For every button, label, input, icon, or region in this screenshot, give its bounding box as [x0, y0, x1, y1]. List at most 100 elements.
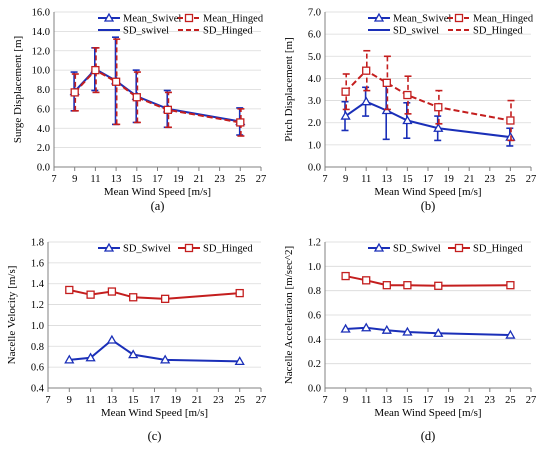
x-tick-label: 21	[464, 395, 475, 406]
x-tick-label: 15	[402, 395, 413, 406]
y-tick-label: 1.6	[31, 258, 44, 269]
data-point	[128, 349, 139, 359]
data-point	[65, 285, 74, 295]
y-tick-label: 2.0	[37, 143, 50, 154]
x-tick-label: 9	[343, 395, 348, 406]
series-line	[73, 67, 241, 123]
series-SD_Hinged	[341, 271, 515, 290]
legend-label: Mean_Swivel	[123, 14, 181, 25]
y-tick-label: 6.0	[308, 30, 321, 41]
data-point	[70, 88, 79, 97]
series-line	[344, 69, 511, 122]
legend: SD_Swivel SD_Hinged	[368, 242, 523, 255]
panel-label: (b)	[421, 199, 436, 213]
y-tick-label: 1.0	[308, 140, 321, 151]
x-tick-label: 23	[485, 395, 496, 406]
x-tick-label: 11	[361, 395, 371, 406]
legend-label: SD_Swivel	[393, 244, 441, 255]
data-point	[85, 352, 96, 362]
data-point	[106, 334, 118, 344]
x-tick-label: 19	[443, 395, 454, 406]
x-tick-label: 17	[149, 395, 160, 406]
series-line	[69, 338, 240, 363]
data-point	[402, 326, 413, 336]
x-tick-label: 11	[90, 174, 100, 185]
data-point	[340, 110, 351, 120]
x-tick-label: 27	[526, 174, 537, 185]
y-tick-label: 1.4	[31, 279, 45, 290]
legend-label: SD_Swivel	[123, 244, 171, 255]
data-point	[236, 118, 245, 127]
data-point	[132, 93, 141, 102]
x-tick-label: 9	[67, 395, 72, 406]
legend: SD_Swivel SD_Hinged	[98, 242, 253, 255]
y-tick-label: 0.4	[308, 335, 322, 346]
y-tick-label: 6.0	[37, 104, 50, 115]
y-tick-label: 0.6	[31, 363, 44, 374]
panel-label: (a)	[151, 199, 165, 213]
series-SD_Hinged	[65, 285, 244, 303]
data-point	[234, 356, 245, 366]
data-point	[506, 281, 515, 290]
data-point	[403, 281, 412, 290]
legend-label: Mean_Hinged	[473, 14, 534, 25]
y-tick-label: 0.2	[308, 359, 321, 370]
x-axis-title: Mean Wind Speed [m/s]	[101, 407, 208, 419]
x-tick-label: 11	[86, 395, 96, 406]
data-point	[433, 327, 444, 337]
x-tick-label: 25	[234, 395, 245, 406]
x-tick-label: 13	[111, 174, 122, 185]
x-tick-label: 21	[192, 395, 203, 406]
y-tick-label: 0.8	[31, 342, 44, 353]
legend-label: SD_Hinged	[473, 26, 523, 37]
y-tick-label: 7.0	[308, 8, 321, 19]
legend-label: SD_Hinged	[203, 26, 253, 37]
x-tick-label: 17	[152, 174, 163, 185]
y-tick-label: 1.0	[308, 262, 321, 273]
y-axis-title: Pitch Displacement [m]	[283, 37, 295, 141]
x-tick-label: 25	[505, 174, 516, 185]
y-tick-label: 3.0	[308, 96, 321, 107]
data-point	[86, 290, 95, 299]
x-tick-label: 15	[402, 174, 413, 185]
x-tick-label: 15	[132, 174, 143, 185]
y-tick-label: 0.6	[308, 311, 321, 322]
x-axis-title: Mean Wind Speed [m/s]	[374, 407, 481, 419]
y-tick-label: 10.0	[32, 66, 50, 77]
x-tick-label: 15	[128, 395, 139, 406]
data-point	[361, 96, 372, 106]
y-tick-label: 0.0	[308, 384, 321, 395]
x-tick-label: 17	[423, 395, 434, 406]
legend-label: Mean_Hinged	[203, 14, 264, 25]
y-tick-label: 1.8	[31, 238, 44, 249]
y-tick-label: 4.0	[37, 124, 50, 135]
data-point	[129, 293, 138, 302]
x-tick-label: 25	[505, 395, 516, 406]
data-point	[402, 115, 413, 125]
series-SD_Swivel	[64, 334, 245, 366]
x-tick-label: 7	[45, 395, 50, 406]
legend-marker	[103, 12, 115, 22]
x-tick-label: 23	[213, 395, 224, 406]
legend-marker	[373, 12, 385, 22]
x-tick-label: 13	[107, 395, 118, 406]
series-line	[345, 100, 511, 139]
y-tick-label: 0.4	[31, 384, 45, 395]
panel-label: (c)	[148, 429, 162, 443]
data-point	[341, 271, 350, 281]
y-tick-label: 8.0	[37, 85, 50, 96]
legend-label: Mean_Swivel	[393, 14, 451, 25]
data-point	[433, 122, 444, 132]
data-point	[382, 281, 391, 290]
data-point	[340, 323, 351, 333]
data-point	[160, 354, 171, 364]
y-tick-label: 0.8	[308, 286, 321, 297]
data-point	[64, 354, 75, 364]
y-tick-label: 2.0	[308, 118, 321, 129]
x-tick-label: 21	[194, 174, 205, 185]
series-line	[73, 68, 241, 124]
y-tick-label: 0.0	[308, 163, 321, 174]
x-tick-label: 19	[173, 174, 184, 185]
x-tick-label: 19	[171, 395, 182, 406]
